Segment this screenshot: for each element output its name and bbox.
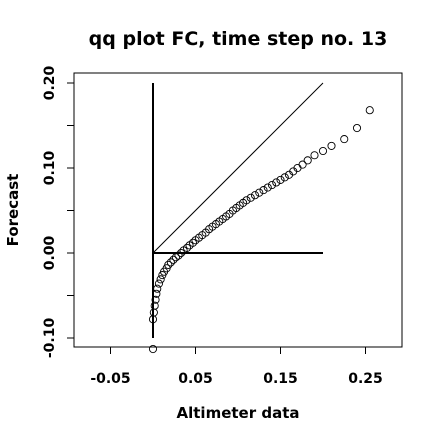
reference-lines	[152, 82, 324, 338]
data-point	[148, 344, 158, 354]
data-point	[327, 141, 336, 150]
data-point	[242, 196, 251, 205]
data-point	[176, 248, 186, 258]
chart-title: qq plot FC, time step no. 13	[89, 28, 388, 50]
data-point	[365, 106, 374, 115]
identity-line	[152, 82, 324, 254]
data-point	[246, 193, 255, 202]
y-axis-label: Forecast	[4, 174, 22, 247]
data-point	[272, 178, 281, 187]
data-point	[259, 186, 268, 195]
data-point	[250, 191, 260, 200]
x-tick-label: -0.05	[90, 371, 130, 387]
data-points	[148, 106, 374, 354]
x-tick-label: 0.15	[263, 371, 298, 387]
data-point	[263, 183, 272, 192]
data-point	[188, 238, 197, 247]
data-point	[150, 301, 159, 310]
data-point	[169, 255, 178, 264]
data-point	[164, 260, 173, 269]
data-point	[154, 279, 163, 288]
x-axis: -0.05 0.05 0.15 0.25	[90, 346, 383, 387]
data-point	[267, 180, 277, 190]
data-point	[152, 289, 161, 298]
data-point	[174, 251, 183, 260]
data-point	[171, 253, 180, 262]
data-point	[310, 151, 319, 160]
data-point	[340, 135, 349, 144]
y-tick-label: -0.10	[42, 318, 58, 359]
data-point	[255, 188, 264, 197]
data-point	[151, 295, 160, 304]
data-point	[276, 175, 285, 184]
data-point	[156, 275, 165, 284]
x-tick-label: 0.25	[348, 371, 383, 387]
data-point	[153, 284, 162, 293]
y-axis: -0.10 0.00 0.10 0.20	[42, 65, 74, 358]
data-point	[166, 258, 175, 267]
y-tick-label: 0.20	[42, 65, 58, 100]
data-point	[280, 173, 289, 182]
plot-frame	[73, 72, 403, 348]
y-tick-label: 0.10	[42, 150, 58, 185]
data-point	[352, 124, 362, 133]
data-point	[182, 243, 192, 252]
x-tick-label: 0.05	[178, 371, 213, 387]
data-point	[298, 160, 307, 169]
x-axis-label: Altimeter data	[177, 404, 300, 422]
data-point	[303, 156, 312, 165]
data-point	[318, 146, 328, 156]
y-tick-label: 0.00	[42, 235, 58, 270]
